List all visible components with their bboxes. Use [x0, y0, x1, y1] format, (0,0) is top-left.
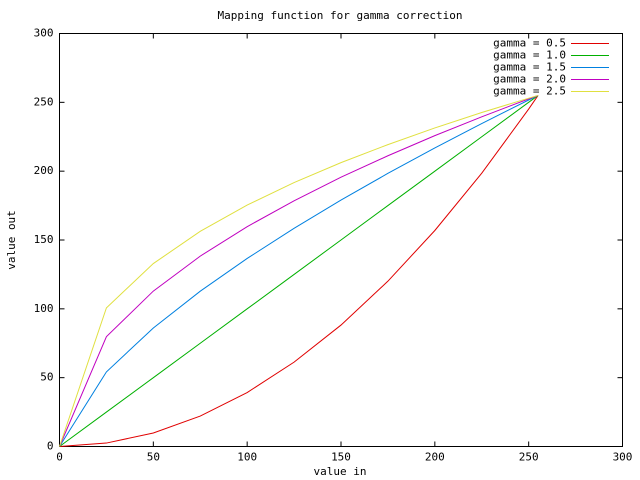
legend-label: gamma = 1.0: [493, 49, 566, 62]
x-tick-label: 250: [519, 451, 539, 464]
x-tick-label: 50: [147, 451, 160, 464]
series-line: [59, 95, 539, 447]
chart-title: Mapping function for gamma correction: [217, 9, 462, 22]
x-tick-label: 200: [425, 451, 445, 464]
x-tick-label: 300: [613, 451, 633, 464]
legend-label: gamma = 1.5: [493, 61, 566, 74]
y-tick-label: 100: [34, 302, 54, 315]
y-tick-label: 300: [34, 27, 54, 40]
series-line: [59, 95, 539, 447]
y-tick-label: 150: [34, 233, 54, 246]
y-tick-label: 200: [34, 164, 54, 177]
series-line: [59, 94, 539, 447]
y-tick-label: 50: [40, 371, 53, 384]
series-line: [59, 94, 539, 447]
y-tick-label: 0: [47, 440, 54, 453]
y-tick-label: 250: [34, 95, 54, 108]
x-tick-label: 0: [56, 451, 63, 464]
legend-label: gamma = 0.5: [493, 37, 566, 50]
series-line: [59, 94, 539, 447]
legend-label: gamma = 2.5: [493, 85, 566, 98]
x-tick-label: 100: [237, 451, 257, 464]
x-axis-label: value in: [314, 465, 367, 478]
y-axis-label: value out: [5, 210, 18, 270]
legend-label: gamma = 2.0: [493, 73, 566, 86]
x-tick-label: 150: [331, 451, 351, 464]
